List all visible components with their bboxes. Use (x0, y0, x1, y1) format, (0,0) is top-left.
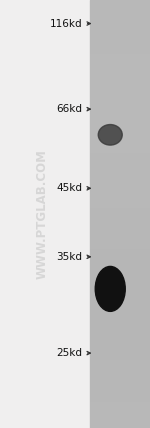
Text: 66kd: 66kd (57, 104, 82, 114)
Text: 45kd: 45kd (57, 183, 82, 193)
Bar (0, 0, 90, 428)
Text: 25kd: 25kd (57, 348, 82, 358)
Bar (90, 0, 150, 428)
Ellipse shape (98, 125, 122, 145)
Text: 35kd: 35kd (57, 252, 82, 262)
Ellipse shape (95, 266, 125, 312)
Text: 116kd: 116kd (50, 18, 82, 29)
Text: WWW.PTGLAB.COM: WWW.PTGLAB.COM (36, 149, 48, 279)
